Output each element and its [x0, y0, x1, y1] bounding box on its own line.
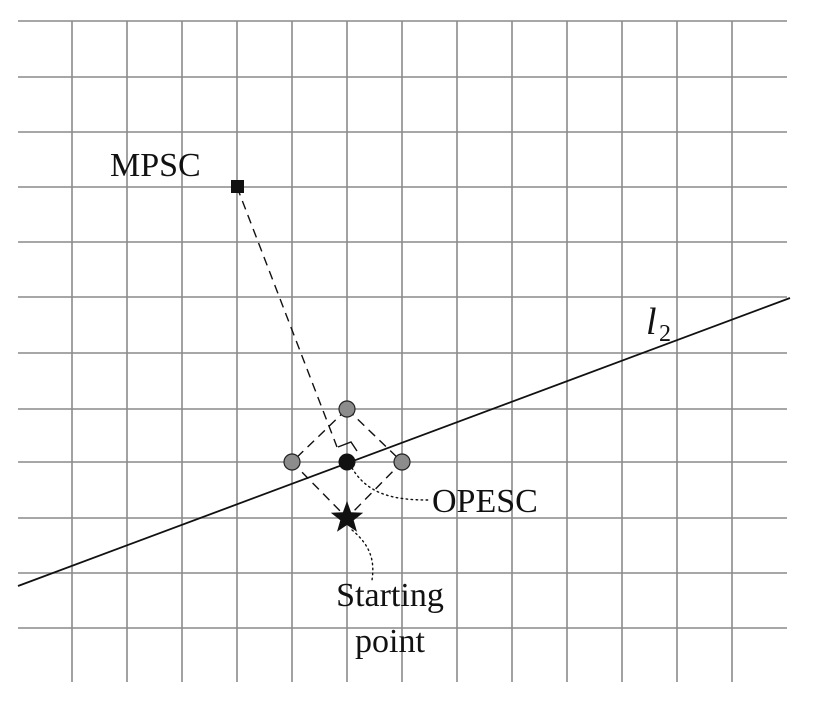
mpsc-to-l2-dashed-line [236, 186, 338, 448]
opesc-label: OPESC [432, 483, 538, 520]
starting-point-star-icon [330, 501, 364, 532]
candidate-point-right [393, 453, 411, 471]
candidate-point-top [338, 400, 356, 418]
grid [18, 20, 787, 682]
mpsc-label: MPSC [110, 147, 201, 184]
opesc-leader-dotted [351, 467, 429, 501]
mpsc-square-icon [231, 180, 244, 193]
candidate-point-left [283, 453, 301, 471]
starting-point-label-line2: point [355, 623, 425, 660]
line-l2 [17, 297, 791, 587]
starting-point-leader-dotted [351, 529, 374, 581]
line-l2-label: l [646, 301, 657, 343]
opesc-point [338, 453, 356, 471]
line-l2-subscript: 2 [659, 321, 671, 347]
right-angle-marker [337, 441, 358, 452]
starting-point-label-line1: Starting [336, 577, 444, 614]
